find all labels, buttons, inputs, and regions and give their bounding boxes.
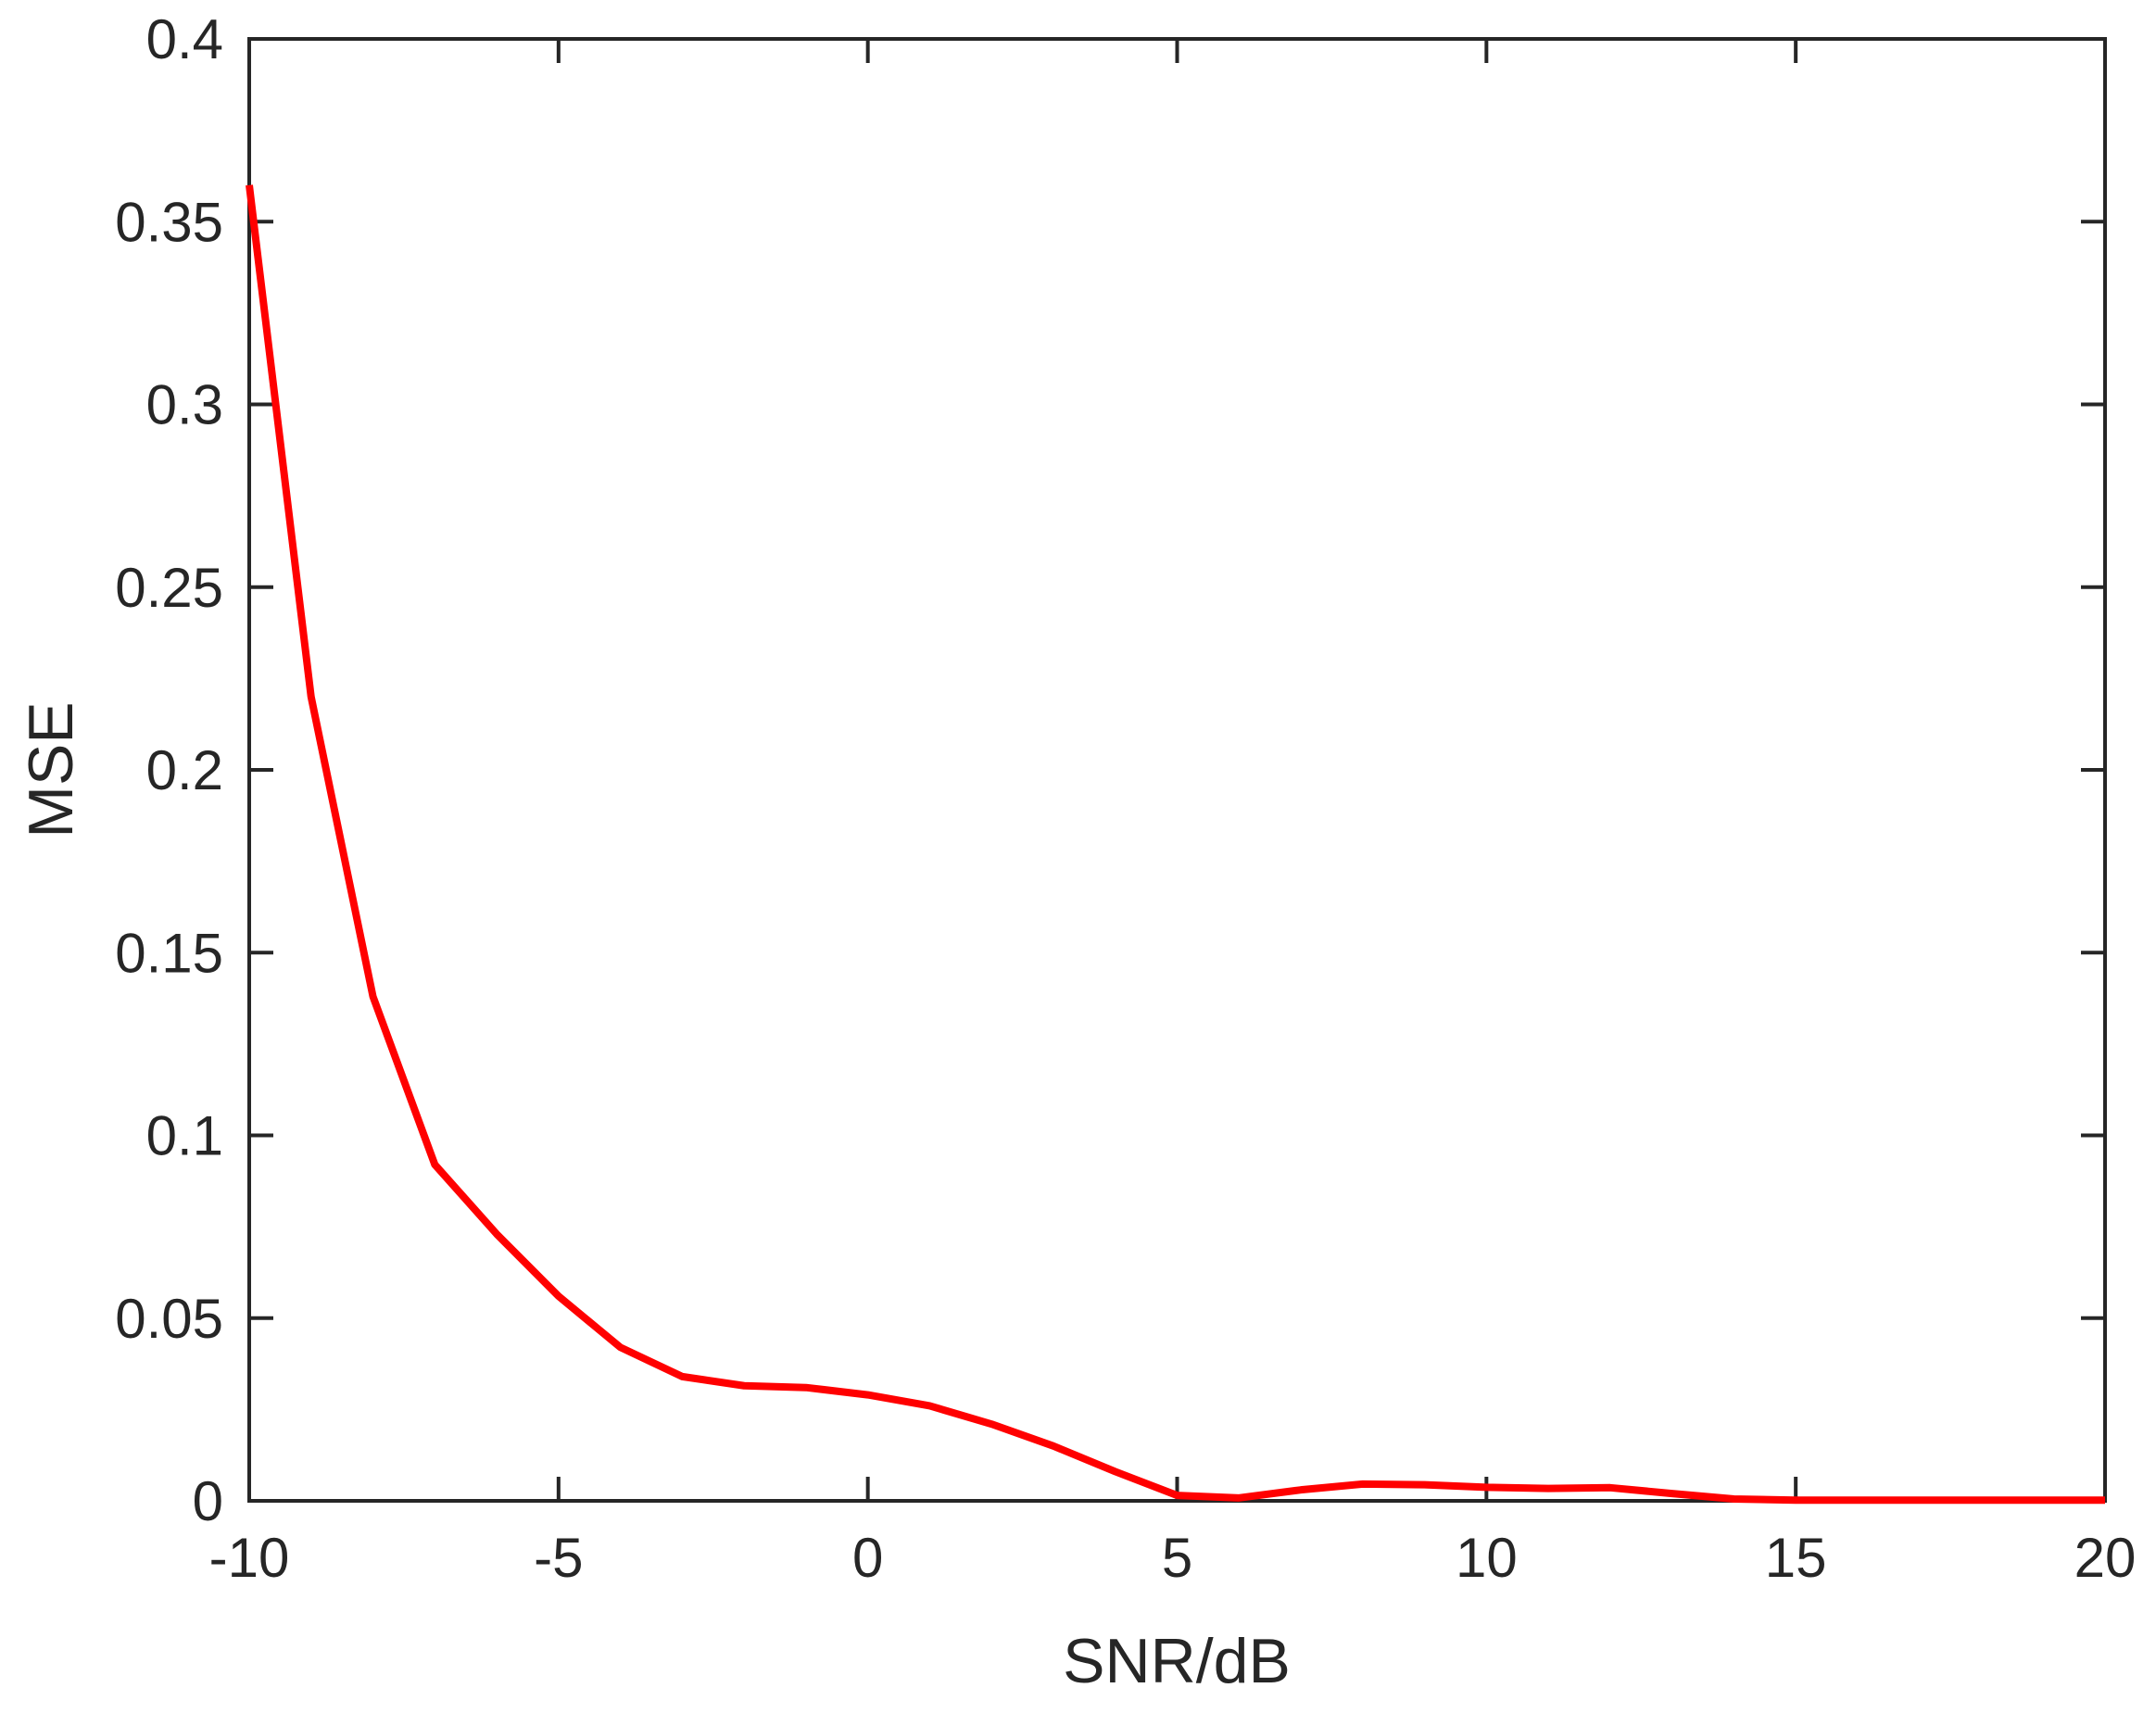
y-tick-label: 0.25 [115,557,223,619]
x-tick-label: 0 [852,1527,883,1589]
y-tick-label: 0.4 [146,8,223,70]
y-axis-label: MSE [16,701,86,838]
x-tick-label: -10 [209,1527,290,1589]
y-tick-label: 0.2 [146,739,223,801]
plot-area: -10 -5 0 5 10 15 20 0 0.05 0.1 0.15 0.2 0.25 0.3 0.35 0… [115,8,2136,1589]
x-tick-label: 10 [1456,1527,1518,1589]
x-tick-label: 15 [1765,1527,1827,1589]
y-tick-label: 0.1 [146,1105,223,1167]
x-tick-label: -5 [534,1527,583,1589]
axes-box [247,37,2107,1503]
x-tick-label: 5 [1162,1527,1192,1589]
y-tick-label: 0.3 [146,374,223,436]
mse-curve [246,184,2105,1505]
x-tick-label: 20 [2074,1527,2137,1589]
y-tick-label: 0.05 [115,1288,223,1350]
y-tick-label: 0.35 [115,191,223,253]
y-tick-label: 0.15 [115,922,223,984]
y-tick-label: 0 [193,1470,223,1532]
x-axis-label: SNR/dB [1063,1626,1291,1696]
